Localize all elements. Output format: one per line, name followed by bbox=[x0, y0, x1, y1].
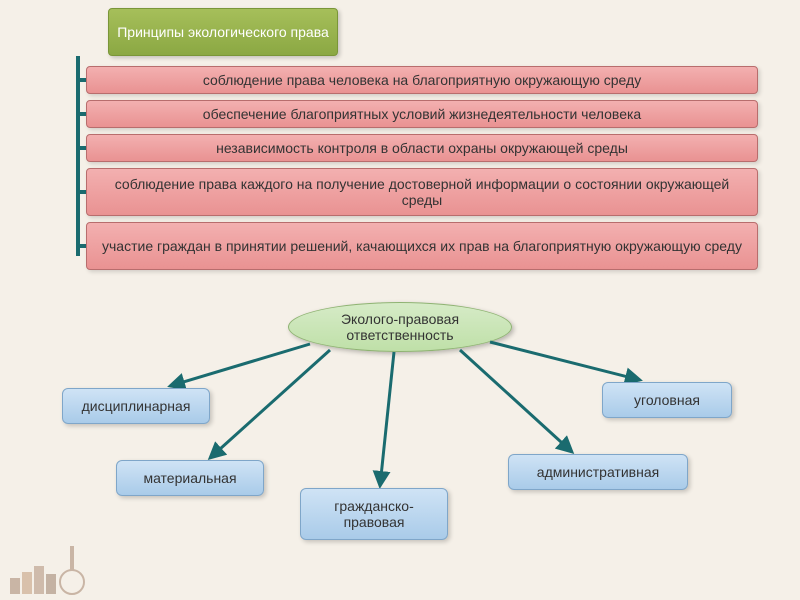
responsibility-box: дисциплинарная bbox=[62, 388, 210, 424]
responsibility-text: дисциплинарная bbox=[82, 398, 191, 414]
principle-text: соблюдение права человека на благоприятн… bbox=[203, 72, 641, 88]
connector-vertical bbox=[76, 56, 80, 256]
responsibility-box: административная bbox=[508, 454, 688, 490]
principle-row: соблюдение права каждого на получение до… bbox=[86, 168, 758, 216]
title-box: Принципы экологического права bbox=[108, 8, 338, 56]
responsibility-box: материальная bbox=[116, 460, 264, 496]
principle-row: участие граждан в принятии решений, кача… bbox=[86, 222, 758, 270]
responsibility-text: гражданско-правовая bbox=[313, 498, 435, 530]
principle-row: соблюдение права человека на благоприятн… bbox=[86, 66, 758, 94]
principle-text: участие граждан в принятии решений, кача… bbox=[102, 238, 742, 254]
principle-row: обеспечение благоприятных условий жизнед… bbox=[86, 100, 758, 128]
hub-text: Эколого-правовая ответственность bbox=[289, 311, 511, 343]
principle-text: обеспечение благоприятных условий жизнед… bbox=[203, 106, 641, 122]
responsibility-text: уголовная bbox=[634, 392, 700, 408]
responsibility-text: административная bbox=[537, 464, 659, 480]
books-decoration-icon bbox=[4, 536, 94, 596]
responsibility-box: уголовная bbox=[602, 382, 732, 418]
principle-row: независимость контроля в области охраны … bbox=[86, 134, 758, 162]
responsibility-text: материальная bbox=[143, 470, 236, 486]
title-text: Принципы экологического права bbox=[117, 24, 329, 40]
hub-box: Эколого-правовая ответственность bbox=[288, 302, 512, 352]
principle-text: соблюдение права каждого на получение до… bbox=[95, 176, 749, 208]
responsibility-box: гражданско-правовая bbox=[300, 488, 448, 540]
principle-text: независимость контроля в области охраны … bbox=[216, 140, 628, 156]
